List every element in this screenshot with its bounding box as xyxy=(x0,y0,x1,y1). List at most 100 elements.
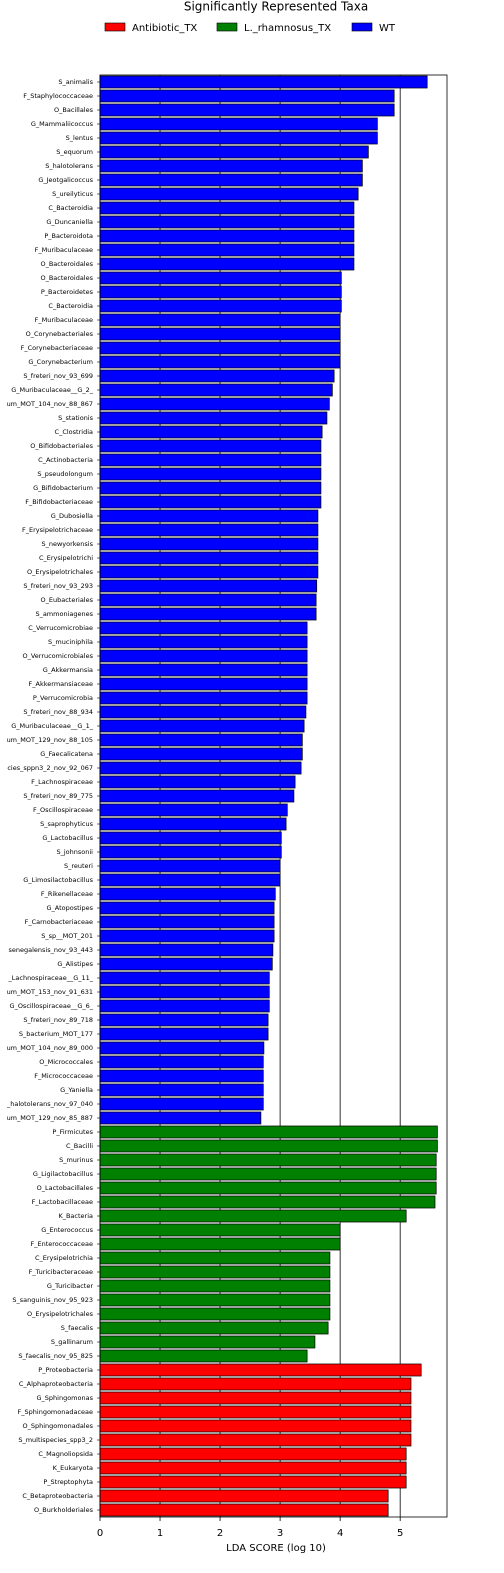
y-tick-label: G_Duncaniella xyxy=(46,218,93,226)
plot-frame xyxy=(99,74,448,1518)
bar xyxy=(99,299,342,313)
bar xyxy=(99,1097,264,1111)
bar xyxy=(99,1503,389,1517)
y-tick-label: S_freteri_nov_89_775 xyxy=(23,792,93,800)
bar xyxy=(99,1405,412,1419)
bar xyxy=(99,817,287,831)
x-tick-label: 2 xyxy=(217,1528,223,1539)
bar xyxy=(99,1111,262,1125)
bar xyxy=(99,1167,437,1181)
bar xyxy=(99,971,270,985)
y-tick-label: S_ureilyticus xyxy=(52,190,94,198)
bar xyxy=(99,677,308,691)
y-tick-label: C_Bacteroidia xyxy=(48,302,93,310)
bar xyxy=(99,593,317,607)
y-tick-label: G_Faecalicatena xyxy=(40,750,93,758)
bar xyxy=(99,509,319,523)
bar xyxy=(99,691,308,705)
y-tick-label: G_Enterococcus xyxy=(41,1226,93,1234)
bar xyxy=(99,1209,407,1223)
bar xyxy=(99,887,276,901)
bar xyxy=(99,1335,316,1349)
bar xyxy=(99,1153,437,1167)
bar xyxy=(99,159,363,173)
bar xyxy=(99,943,274,957)
y-tick-label: C_Alphaproteobacteria xyxy=(19,1380,93,1388)
x-tick-label: 3 xyxy=(277,1528,283,1539)
bar xyxy=(99,859,281,873)
y-tick-label: O_Bacteroidales xyxy=(40,274,93,282)
y-tick-label: C_Betaproteobacteria xyxy=(22,1492,93,1500)
bar xyxy=(99,635,308,649)
y-tick-label: G_Muribaculaceae__G_2_ xyxy=(11,386,94,394)
y-tick-label: C_Magnoliopsida xyxy=(38,1450,93,1458)
y-tick-label: P_Firmicutes xyxy=(52,1128,93,1136)
y-tick-label: G_Sphingomonas xyxy=(37,1394,94,1402)
bar xyxy=(99,411,328,425)
y-tick-label: G_Lactobacillus xyxy=(42,834,93,842)
x-tick-label: 0 xyxy=(97,1528,103,1539)
y-tick-label: O_Erysipelotrichales xyxy=(27,568,94,576)
y-tick-label: S_sp__MOT_201 xyxy=(41,932,93,940)
bar xyxy=(99,537,319,551)
legend-label: WT xyxy=(379,23,396,34)
bar xyxy=(99,1447,407,1461)
bar xyxy=(99,383,333,397)
bar xyxy=(99,1377,412,1391)
y-tick-label: O_Bifidobacteriales xyxy=(30,442,93,450)
y-tick-label: G_Atopostipes xyxy=(47,904,94,912)
legend-label: L._rhamnosus_TX xyxy=(244,23,331,34)
y-tick-label: K_Bacteria xyxy=(58,1212,93,1220)
y-tick-label: _Lachnospiraceae__G_11_ xyxy=(8,974,94,982)
bar xyxy=(99,733,303,747)
y-tick-label: P_Bacteroidota xyxy=(44,232,93,240)
y-tick-label: S_ammoniagenes xyxy=(35,610,93,618)
y-tick-label: F_Oscillospiraceae xyxy=(33,806,93,814)
y-tick-label: P_Verrucomicrobia xyxy=(33,694,93,702)
y-tick-label: S_multispecies_spp3_2 xyxy=(18,1436,93,1444)
bar xyxy=(99,845,282,859)
y-tick-label: um_MOT_129_nov_85_887 xyxy=(7,1114,93,1122)
y-tick-label: S_freteri_nov_89_718 xyxy=(23,1016,93,1024)
y-tick-label: S_saprophyticus xyxy=(40,820,94,828)
y-tick-label: _halotolerans_nov_97_040 xyxy=(6,1100,93,1108)
y-tick-label: C_Verrucomicrobiae xyxy=(28,624,93,632)
y-tick-label: S_newyorkensis xyxy=(41,540,93,548)
bar xyxy=(99,1251,331,1265)
legend-swatch xyxy=(216,22,238,32)
y-tick-label: G_Yaniella xyxy=(60,1086,93,1094)
y-tick-label: S_freteri_nov_93_699 xyxy=(23,372,93,380)
y-tick-label: F_Staphylococcaceae xyxy=(23,92,93,100)
y-tick-label: F_Muribaculaceae xyxy=(35,246,93,254)
x-tick-label: 4 xyxy=(337,1528,343,1539)
bar xyxy=(99,397,330,411)
bar xyxy=(99,1139,438,1153)
chart-title: Significantly Represented Taxa xyxy=(184,0,368,14)
bar xyxy=(99,719,305,733)
bar xyxy=(99,89,395,103)
y-tick-label: O_Micrococcales xyxy=(39,1058,93,1066)
bar xyxy=(99,327,340,341)
legend-swatch xyxy=(351,22,373,32)
bar xyxy=(99,663,308,677)
y-tick-label: O_Erysipelotrichales xyxy=(27,1310,94,1318)
bar xyxy=(99,761,302,775)
bar xyxy=(99,999,270,1013)
bar xyxy=(99,565,319,579)
y-tick-label: O_Verrucomicrobiales xyxy=(22,652,93,660)
bar xyxy=(99,1307,331,1321)
bar xyxy=(99,789,295,803)
bar xyxy=(99,523,319,537)
bar xyxy=(99,1265,331,1279)
y-tick-label: F_Lactobacillaceae xyxy=(32,1198,93,1206)
bar xyxy=(99,1475,407,1489)
y-tick-label: F_Akkermansiaceae xyxy=(29,680,93,688)
x-axis-label: LDA SCORE (log 10) xyxy=(226,1543,326,1554)
bar xyxy=(99,1321,329,1335)
bar xyxy=(99,1027,269,1041)
bar xyxy=(99,215,355,229)
y-tick-label: O_Bacillales xyxy=(54,106,94,114)
x-tick-label: 5 xyxy=(397,1528,403,1539)
bar xyxy=(99,229,355,243)
bar xyxy=(99,901,275,915)
